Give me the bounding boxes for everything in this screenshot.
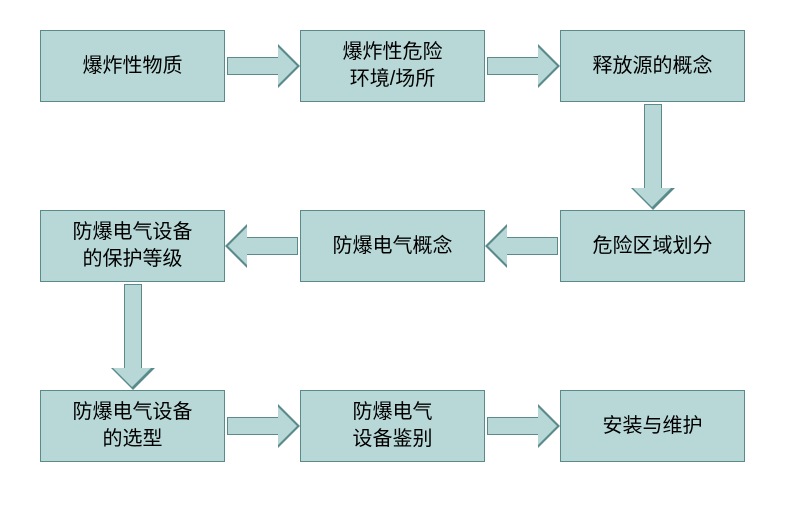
node-label: 释放源的概念 <box>593 53 713 80</box>
node-label: 安装与维护 <box>603 413 703 440</box>
node-label: 爆炸性物质 <box>83 53 183 80</box>
flowchart-diagram: 爆炸性物质爆炸性危险 环境/场所释放源的概念危险区域划分防爆电气概念防爆电气设备… <box>0 0 790 520</box>
node-label: 爆炸性危险 环境/场所 <box>343 39 443 93</box>
node-n7: 防爆电气设备 的选型 <box>40 390 225 462</box>
node-label: 防爆电气概念 <box>333 233 453 260</box>
node-n3: 释放源的概念 <box>560 30 745 102</box>
node-n4: 危险区域划分 <box>560 210 745 282</box>
node-label: 防爆电气设备 的选型 <box>73 399 193 453</box>
node-n1: 爆炸性物质 <box>40 30 225 102</box>
node-n2: 爆炸性危险 环境/场所 <box>300 30 485 102</box>
node-n9: 安装与维护 <box>560 390 745 462</box>
node-n5: 防爆电气概念 <box>300 210 485 282</box>
node-label: 防爆电气 设备鉴别 <box>353 399 433 453</box>
node-label: 防爆电气设备 的保护等级 <box>73 219 193 273</box>
node-n8: 防爆电气 设备鉴别 <box>300 390 485 462</box>
node-n6: 防爆电气设备 的保护等级 <box>40 210 225 282</box>
node-label: 危险区域划分 <box>593 233 713 260</box>
